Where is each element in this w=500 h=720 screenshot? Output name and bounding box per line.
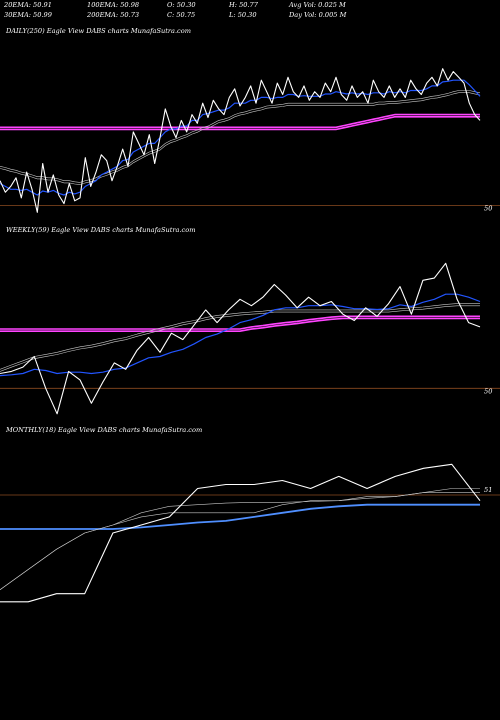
daily-ema-band-line-shadow <box>0 92 481 185</box>
monthly-price-line <box>0 463 481 603</box>
daily-reference-label: 50 <box>484 204 492 212</box>
monthly-monthly-ema-line <box>0 503 480 530</box>
monthly-ema-band-line-b <box>0 488 480 590</box>
close-label: C: 50.75 <box>167 11 196 19</box>
weekly-panel-title: WEEKLY(59) Eagle View DABS charts Munafa… <box>6 226 196 234</box>
daily-long-ema-line-shadow <box>0 116 480 131</box>
open-label: O: 50.30 <box>167 1 196 9</box>
daily-price-line <box>0 68 481 213</box>
monthly-ema-band-line-a <box>0 492 480 590</box>
high-label: H: 50.77 <box>229 1 258 9</box>
daily-ema-fast-line <box>0 79 481 196</box>
ema100-label: 100EMA: 50.98 <box>87 1 140 9</box>
weekly-ema-band-line <box>0 303 480 370</box>
weekly-ema-fast-line <box>0 293 481 377</box>
ema20-label: 20EMA: 50.91 <box>4 1 52 9</box>
daily-ema-band-line <box>0 90 481 183</box>
low-label: L: 50.30 <box>229 11 257 19</box>
weekly-price-line <box>0 262 481 415</box>
weekly-reference-label: 50 <box>484 387 492 395</box>
monthly-panel-title: MONTHLY(18) Eagle View DABS charts Munaf… <box>6 426 203 434</box>
avg-vol-label: Avg Vol: 0.025 M <box>289 1 346 9</box>
ema30-label: 30EMA: 50.99 <box>4 11 52 19</box>
day-vol-label: Day Vol: 0.005 M <box>289 11 347 19</box>
weekly-ema-band-line-shadow <box>0 305 480 372</box>
daily-long-ema-line <box>0 113 480 129</box>
weekly-long-ema-line <box>0 315 480 330</box>
daily-panel-title: DAILY(250) Eagle View DABS charts Munafa… <box>6 27 191 35</box>
header: 20EMA: 50.91 100EMA: 50.98 O: 50.30 H: 5… <box>0 2 500 20</box>
monthly-reference-label: 51 <box>484 486 492 494</box>
weekly-long-ema-line-shadow <box>0 317 480 333</box>
ema200-label: 200EMA: 50.73 <box>87 11 140 19</box>
